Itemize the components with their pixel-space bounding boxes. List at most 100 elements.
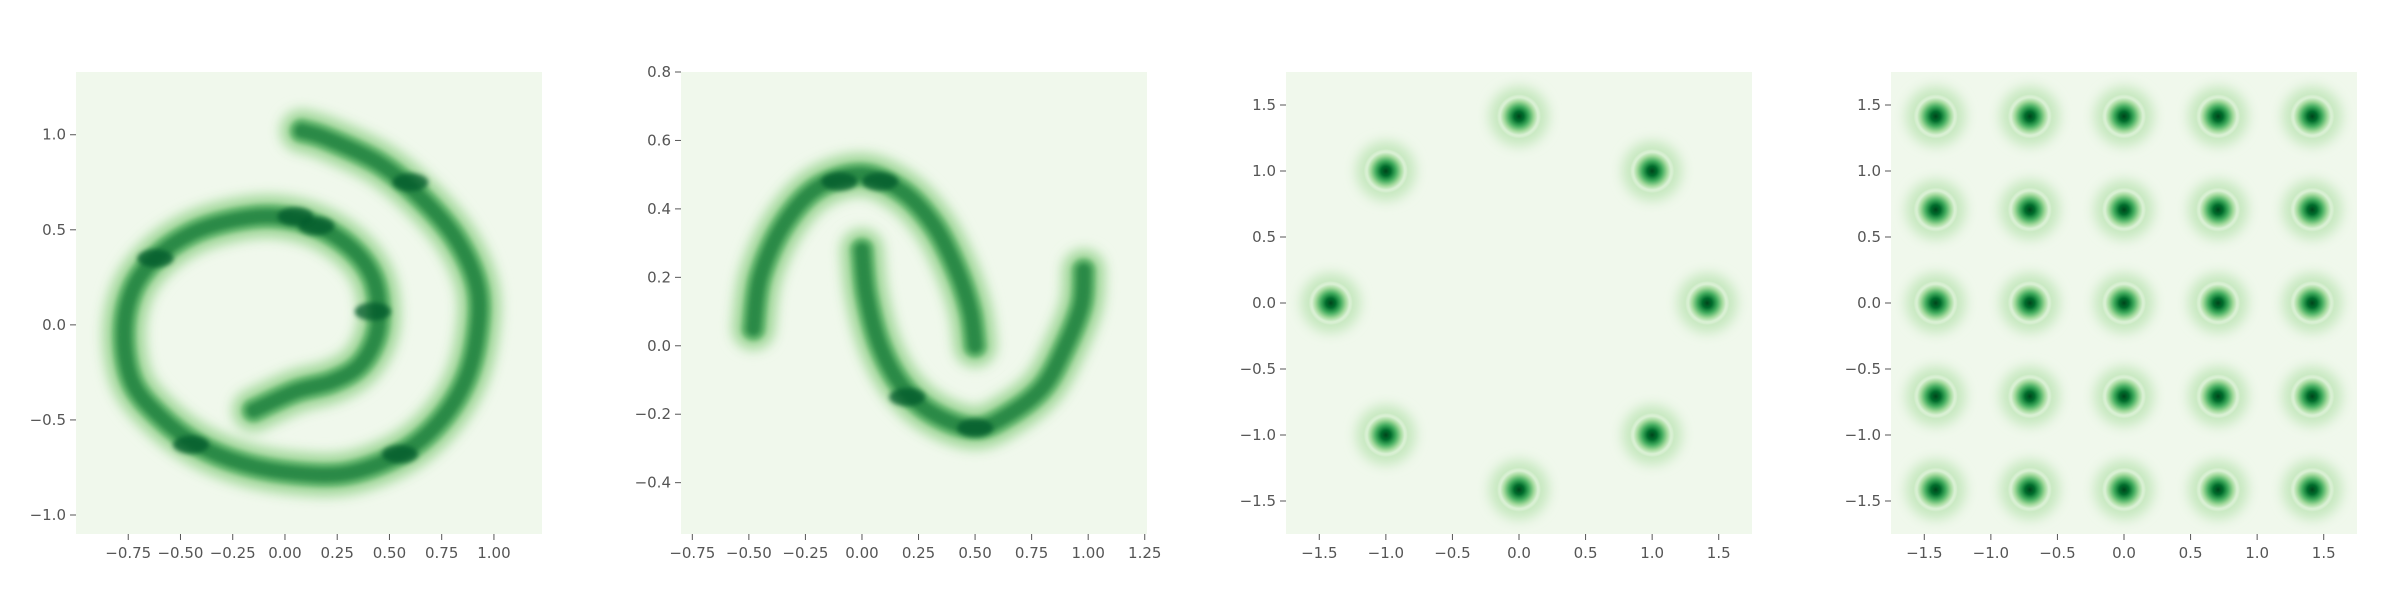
x-tick-label: −0.75	[669, 544, 715, 562]
x-tick-label: 0.25	[321, 544, 354, 562]
gaussian-mode-2	[1685, 281, 1730, 325]
gaussian-mode-4	[2290, 94, 2335, 139]
y-tick-label: 1.5	[1857, 96, 1881, 114]
density-peak-0-4	[277, 207, 314, 226]
x-tick-label: 0.0	[1507, 544, 1531, 562]
y-tick-label: 0.8	[647, 63, 671, 81]
gaussian-mode-0	[1497, 94, 1541, 139]
x-tick-label: 0.00	[845, 544, 878, 562]
gaussian-mode-16	[2007, 374, 2052, 419]
gaussian-mode-23	[2196, 467, 2241, 512]
x-tick-label: −0.25	[782, 544, 828, 562]
x-tick-label: −1.5	[1906, 544, 1942, 562]
x-tick-label: 0.75	[425, 544, 458, 562]
gaussian-mode-13	[2196, 281, 2241, 325]
y-tick-label: −0.5	[30, 411, 66, 429]
y-tick-label: 0.2	[647, 268, 671, 286]
density-layer	[101, 107, 503, 498]
y-tick-label: −1.5	[1240, 492, 1276, 510]
y-tick-label: −0.5	[1845, 360, 1881, 378]
density-peak-0-3	[137, 249, 174, 268]
gaussian-mode-17	[2102, 374, 2146, 419]
gaussian-mode-6	[2007, 187, 2052, 232]
x-tick-label: 1.5	[1707, 544, 1731, 562]
gaussian-mode-15	[1913, 374, 1958, 419]
y-tick-label: −1.0	[1845, 426, 1881, 444]
y-tick-label: −0.2	[635, 405, 671, 423]
y-tick-label: 0.0	[647, 337, 671, 355]
x-tick-label: −0.25	[210, 544, 256, 562]
gaussian-mode-5	[1913, 187, 1958, 232]
x-tick-label: 0.00	[268, 544, 301, 562]
gaussian-mode-7	[2102, 187, 2146, 232]
gaussian-mode-12	[2102, 281, 2146, 325]
density-peak-1-0	[889, 388, 926, 407]
y-tick-label: 0.4	[647, 200, 671, 218]
density-layer	[1300, 86, 1738, 520]
gaussian-mode-5	[1363, 413, 1408, 457]
x-tick-label: 0.25	[902, 544, 935, 562]
panel-grid-gaussians: −1.5 −1.0 −0.5 0.0 0.5 1.0 1.5 −1.5 −1.0 −0.5 0.0 0…	[1845, 72, 2357, 562]
x-tick-label: 0.50	[373, 544, 406, 562]
gaussian-mode-0	[1913, 94, 1958, 139]
density-peak-0-2	[172, 435, 209, 454]
y-tick-label: 0.0	[1857, 294, 1881, 312]
density-layer	[730, 151, 1107, 451]
gaussian-mode-19	[2290, 374, 2335, 419]
gaussian-mode-1	[1630, 149, 1675, 193]
x-tick-label: −0.5	[2039, 544, 2075, 562]
gaussian-mode-20	[1913, 467, 1958, 512]
y-tick-label: 1.5	[1252, 96, 1276, 114]
gaussian-mode-3	[1630, 413, 1675, 457]
y-tick-label: 0.0	[1252, 294, 1276, 312]
density-peak-0-0	[821, 172, 858, 191]
y-tick-label: −0.4	[635, 474, 671, 492]
y-tick-label: 0.5	[1857, 228, 1881, 246]
density-peak-1-1	[957, 418, 994, 437]
x-tick-label: 0.5	[2179, 544, 2203, 562]
x-tick-label: 1.5	[2312, 544, 2336, 562]
x-tick-label: 0.75	[1015, 544, 1048, 562]
y-tick-label: −0.5	[1240, 360, 1276, 378]
y-tick-label: −1.0	[30, 506, 66, 524]
x-tick-label: −1.0	[1973, 544, 2009, 562]
y-tick-label: 1.0	[42, 126, 66, 144]
panel-moons: −0.75 −0.50 −0.25 0.00 0.25 0.50 0.75 1.00 1.25 −…	[635, 63, 1162, 562]
density-peak-0-6	[392, 173, 429, 192]
x-tick-label: 1.25	[1128, 544, 1161, 562]
x-tick-label: −0.50	[726, 544, 772, 562]
x-tick-label: 1.0	[2245, 544, 2269, 562]
y-tick-label: 1.0	[1252, 162, 1276, 180]
x-tick-label: 0.50	[958, 544, 991, 562]
panel-8-gaussians: −1.5 −1.0 −0.5 0.0 0.5 1.0 1.5 −1.5 −1.0 −0.5 0.0 0…	[1240, 72, 1752, 562]
gaussian-mode-1	[2007, 94, 2052, 139]
gaussian-mode-8	[2196, 187, 2241, 232]
x-tick-label: −0.50	[157, 544, 203, 562]
x-tick-label: −0.5	[1434, 544, 1470, 562]
gaussian-mode-22	[2102, 467, 2146, 512]
panel-spirals: −0.75 −0.50 −0.25 0.00 0.25 0.50 0.75 1.00 −1.0 −…	[30, 72, 542, 562]
gaussian-mode-6	[1308, 281, 1353, 325]
y-tick-label: 0.6	[647, 131, 671, 149]
density-peak-0-5	[381, 445, 418, 464]
x-tick-label: 1.00	[477, 544, 510, 562]
density-peak-0-1	[862, 172, 899, 191]
density-peak-0-1	[354, 302, 391, 321]
x-tick-label: 1.00	[1071, 544, 1104, 562]
gaussian-mode-3	[2196, 94, 2241, 139]
gaussian-mode-18	[2196, 374, 2241, 419]
gaussian-mode-21	[2007, 467, 2052, 512]
y-tick-label: −1.5	[1845, 492, 1881, 510]
y-tick-label: −1.0	[1240, 426, 1276, 444]
y-tick-label: 0.5	[1252, 228, 1276, 246]
gaussian-mode-10	[1913, 281, 1958, 325]
x-tick-label: 0.5	[1574, 544, 1598, 562]
gaussian-mode-2	[2102, 94, 2146, 139]
y-tick-label: 1.0	[1857, 162, 1881, 180]
x-tick-label: 1.0	[1640, 544, 1664, 562]
gaussian-mode-4	[1497, 467, 1541, 512]
x-tick-label: −1.5	[1301, 544, 1337, 562]
y-tick-label: 0.0	[42, 316, 66, 334]
gaussian-mode-7	[1363, 149, 1408, 193]
gaussian-mode-11	[2007, 281, 2052, 325]
